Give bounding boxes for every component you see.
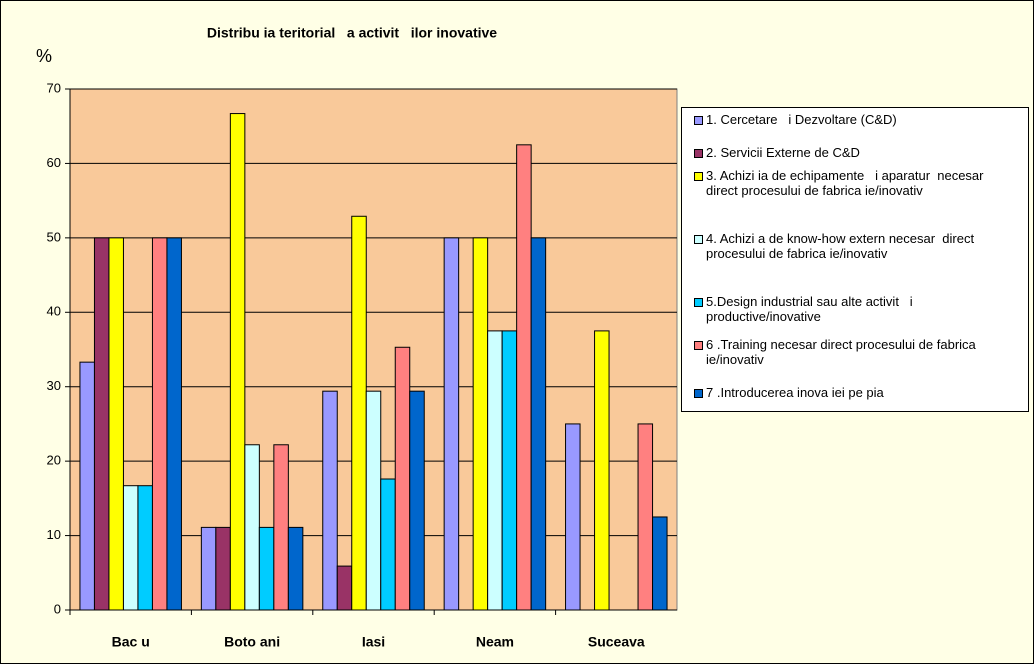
- bar: [409, 390, 425, 611]
- bar: [443, 237, 460, 611]
- x-tick-label: Bac u: [112, 634, 150, 650]
- bar: [380, 478, 396, 611]
- bar: [93, 237, 110, 611]
- legend-item: 1. Cercetare i Dezvoltare (C&D): [694, 112, 1021, 127]
- chart-title: Distribu ia teritorial a activit ilor in…: [207, 25, 497, 41]
- bar: [258, 526, 275, 611]
- legend: 1. Cercetare i Dezvoltare (C&D) 2. Servic…: [681, 107, 1029, 412]
- bar: [652, 516, 668, 611]
- legend-swatch: [694, 172, 703, 181]
- legend-label: 3. Achizi ia de echipamente i aparatur n…: [706, 168, 995, 198]
- y-tick-label: 50: [47, 229, 61, 244]
- bar: [394, 346, 411, 611]
- bar: [229, 113, 246, 611]
- y-axis-label: %: [36, 46, 52, 66]
- y-tick-label: 60: [47, 155, 61, 170]
- bar: [166, 237, 182, 611]
- bar: [351, 215, 367, 611]
- legend-label: 4. Achizi a de know-how extern necesar d…: [706, 231, 978, 261]
- bar: [594, 330, 610, 611]
- legend-label: 6 .Training necesar direct procesului de…: [706, 337, 980, 367]
- legend-label: 7 .Introducerea inova iei pe pia: [706, 385, 884, 400]
- legend-item: 4. Achizi a de know-how extern necesar d…: [694, 231, 1021, 261]
- legend-swatch: [694, 235, 703, 244]
- bar: [287, 526, 304, 611]
- y-tick-label: 70: [47, 80, 61, 95]
- legend-label: 5.Design industrial sau alte activit i p…: [706, 294, 917, 324]
- bar: [244, 444, 260, 611]
- bar: [472, 237, 489, 611]
- legend-item: 5.Design industrial sau alte activit i p…: [694, 294, 1021, 324]
- bar: [122, 485, 139, 611]
- legend-item: 6 .Training necesar direct procesului de…: [694, 337, 1021, 367]
- y-tick-label: 0: [54, 601, 61, 616]
- bar: [487, 330, 503, 611]
- legend-item: 2. Servicii Externe de C&D: [694, 145, 1021, 160]
- x-tick-label: Suceava: [588, 634, 645, 650]
- bar: [565, 423, 581, 611]
- legend-item: 7 .Introducerea inova iei pe pia: [694, 385, 1021, 400]
- bar: [200, 526, 217, 611]
- y-tick-label: 10: [47, 527, 61, 542]
- bar: [365, 390, 382, 611]
- y-tick-label: 40: [47, 304, 61, 319]
- bar: [151, 237, 168, 611]
- legend-item: 3. Achizi ia de echipamente i aparatur n…: [694, 168, 1021, 198]
- legend-swatch: [694, 341, 703, 350]
- legend-label: 2. Servicii Externe de C&D: [706, 145, 860, 160]
- y-tick-label: 20: [47, 453, 61, 468]
- bar: [322, 390, 338, 611]
- bar: [516, 144, 532, 611]
- bar: [215, 526, 231, 611]
- x-tick-label: Neam: [476, 634, 514, 650]
- x-tick-label: Iasi: [362, 634, 385, 650]
- bar: [530, 237, 547, 611]
- bar: [501, 330, 518, 611]
- bar: [79, 361, 95, 611]
- legend-label: 1. Cercetare i Dezvoltare (C&D): [706, 112, 897, 127]
- bar: [137, 485, 153, 611]
- bar: [637, 423, 654, 611]
- legend-swatch: [694, 389, 703, 398]
- y-tick-label: 30: [47, 378, 61, 393]
- x-tick-label: Boto ani: [224, 634, 280, 650]
- legend-swatch: [694, 298, 703, 307]
- legend-swatch: [694, 116, 703, 125]
- bar: [108, 237, 124, 611]
- legend-swatch: [694, 149, 703, 158]
- bar: [273, 444, 289, 611]
- bar: [336, 565, 353, 611]
